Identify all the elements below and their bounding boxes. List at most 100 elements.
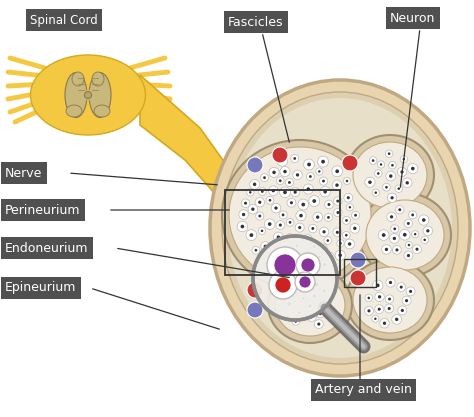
Circle shape (375, 305, 383, 314)
Circle shape (292, 318, 300, 325)
Circle shape (316, 254, 323, 261)
Circle shape (336, 231, 339, 234)
Circle shape (252, 246, 260, 254)
Text: Endoneurium: Endoneurium (5, 241, 89, 254)
Circle shape (244, 202, 247, 205)
Ellipse shape (228, 98, 452, 358)
Circle shape (318, 156, 328, 167)
Circle shape (264, 255, 274, 265)
Circle shape (321, 160, 325, 163)
Circle shape (302, 297, 305, 300)
Circle shape (287, 198, 296, 207)
Circle shape (266, 196, 274, 204)
Text: Neuron: Neuron (390, 12, 436, 25)
Circle shape (293, 242, 301, 249)
Circle shape (264, 245, 267, 248)
Circle shape (344, 178, 351, 185)
Circle shape (282, 259, 292, 268)
Circle shape (382, 233, 385, 237)
Circle shape (258, 188, 266, 196)
Circle shape (269, 199, 271, 201)
Circle shape (397, 283, 406, 291)
Circle shape (308, 304, 311, 308)
Circle shape (292, 270, 296, 273)
Circle shape (423, 226, 433, 236)
Circle shape (274, 266, 278, 269)
Circle shape (321, 247, 324, 250)
Circle shape (377, 172, 380, 175)
Circle shape (389, 281, 392, 284)
Circle shape (378, 308, 381, 311)
Circle shape (311, 227, 314, 230)
Circle shape (292, 256, 300, 265)
Circle shape (280, 247, 287, 254)
Circle shape (279, 224, 282, 226)
Circle shape (295, 223, 304, 232)
Circle shape (280, 159, 284, 163)
Circle shape (376, 284, 380, 287)
Circle shape (335, 250, 345, 260)
Circle shape (345, 239, 355, 249)
Circle shape (272, 171, 276, 174)
Circle shape (286, 234, 293, 241)
Circle shape (344, 193, 353, 202)
Circle shape (84, 91, 91, 98)
Circle shape (248, 204, 258, 214)
Ellipse shape (359, 193, 451, 277)
Circle shape (332, 180, 342, 190)
Circle shape (239, 210, 248, 219)
Circle shape (386, 171, 396, 181)
Circle shape (320, 286, 328, 295)
Circle shape (283, 170, 287, 173)
Ellipse shape (222, 140, 378, 290)
Circle shape (256, 212, 264, 220)
Circle shape (365, 294, 373, 302)
Circle shape (407, 254, 410, 257)
Ellipse shape (30, 55, 146, 135)
Circle shape (261, 173, 269, 182)
Circle shape (380, 319, 389, 328)
Circle shape (345, 234, 347, 236)
Circle shape (247, 157, 263, 173)
Circle shape (328, 311, 331, 314)
Circle shape (316, 168, 323, 175)
Circle shape (237, 221, 247, 232)
Circle shape (305, 301, 315, 311)
Circle shape (365, 177, 375, 187)
Circle shape (345, 219, 348, 222)
Circle shape (323, 190, 327, 193)
Circle shape (267, 247, 303, 283)
Circle shape (247, 282, 263, 298)
Circle shape (387, 212, 396, 221)
Circle shape (334, 208, 342, 217)
Circle shape (298, 311, 301, 314)
Circle shape (250, 179, 260, 189)
Circle shape (301, 258, 315, 272)
Circle shape (298, 226, 301, 229)
Circle shape (335, 169, 339, 173)
Circle shape (372, 189, 379, 196)
Circle shape (327, 253, 334, 260)
Circle shape (388, 152, 391, 155)
Circle shape (261, 242, 270, 251)
Circle shape (280, 166, 290, 177)
Circle shape (405, 299, 408, 302)
Circle shape (389, 174, 392, 178)
Ellipse shape (353, 142, 427, 208)
Circle shape (426, 229, 429, 233)
Circle shape (335, 183, 339, 187)
Circle shape (280, 187, 291, 198)
Circle shape (310, 315, 313, 318)
Circle shape (342, 155, 358, 171)
Circle shape (350, 252, 366, 268)
Circle shape (307, 187, 310, 191)
Circle shape (296, 211, 306, 221)
Circle shape (269, 271, 297, 299)
Circle shape (401, 309, 404, 312)
Circle shape (320, 260, 329, 269)
Circle shape (253, 183, 256, 186)
Circle shape (352, 211, 360, 219)
Circle shape (390, 234, 399, 243)
Ellipse shape (229, 147, 371, 283)
Circle shape (404, 219, 412, 228)
